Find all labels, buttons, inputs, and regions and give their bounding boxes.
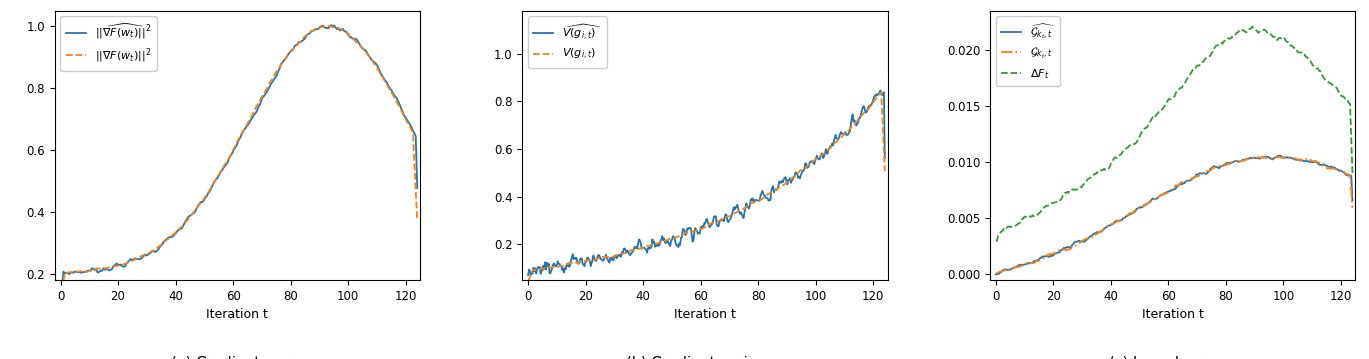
Legend: $\widehat{V(g_{i,t})}$, $V(g_{i,t})$: $\widehat{V(g_{i,t})}$, $V(g_{i,t})$: [528, 16, 606, 68]
Text: (c) Loss decrease: (c) Loss decrease: [1109, 355, 1236, 359]
X-axis label: Iteration t: Iteration t: [674, 308, 737, 321]
Legend: $\widehat{\mathcal{G}_{k_t,t}}$, $\mathcal{G}_{k_t,t}$, $\Delta F_t$: $\widehat{\mathcal{G}_{k_t,t}}$, $\mathc…: [995, 16, 1061, 86]
Legend: $||\widehat{\nabla F(w_t)}||^2$, $||\nabla F(w_t)||^2$: $||\widehat{\nabla F(w_t)}||^2$, $||\nab…: [60, 16, 156, 71]
Text: (b) Gradient variance: (b) Gradient variance: [627, 355, 783, 359]
X-axis label: Iteration t: Iteration t: [207, 308, 268, 321]
X-axis label: Iteration t: Iteration t: [1142, 308, 1203, 321]
Text: (a) Gradient norm: (a) Gradient norm: [171, 355, 304, 359]
